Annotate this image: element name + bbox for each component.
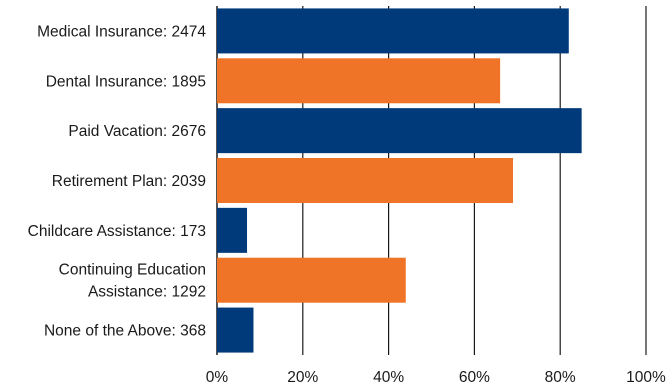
bar (217, 58, 501, 104)
bars (217, 8, 582, 353)
x-tick-label: 100% (626, 369, 666, 386)
category-label-line: Continuing Education (59, 262, 206, 279)
x-tick-label: 80% (545, 369, 576, 386)
x-tick-label: 60% (459, 369, 490, 386)
category-label: Dental Insurance: 1895 (46, 73, 206, 90)
category-label: Continuing Education Assistance: 1292 (59, 262, 206, 301)
bar (217, 108, 582, 154)
category-labels: Medical Insurance: 2474 Dental Insurance:… (28, 23, 207, 339)
x-tick-labels: 0% 20% 40% 60% 80% 100% (206, 369, 666, 386)
category-label: Retirement Plan: 2039 (52, 173, 206, 190)
category-label-line: Dental Insurance: 1895 (46, 73, 206, 90)
x-tick-label: 20% (287, 369, 318, 386)
bar (217, 158, 514, 203)
x-tick-label: 40% (373, 369, 404, 386)
bar (217, 257, 406, 303)
category-label-line: Childcare Assistance: 173 (28, 223, 206, 240)
category-label-line: Retirement Plan: 2039 (52, 173, 206, 190)
category-label-line: None of the Above: 368 (44, 323, 206, 340)
x-tick-label: 0% (206, 369, 229, 386)
bar (217, 307, 254, 353)
category-label: None of the Above: 368 (44, 323, 206, 340)
category-label: Medical Insurance: 2474 (37, 23, 206, 40)
bar (217, 8, 569, 54)
category-label: Childcare Assistance: 173 (28, 223, 206, 240)
bar (217, 207, 248, 253)
category-label-line: Medical Insurance: 2474 (37, 23, 206, 40)
category-label-line: Assistance: 1292 (88, 284, 206, 301)
category-label: Paid Vacation: 2676 (68, 123, 206, 140)
category-label-line: Paid Vacation: 2676 (68, 123, 206, 140)
